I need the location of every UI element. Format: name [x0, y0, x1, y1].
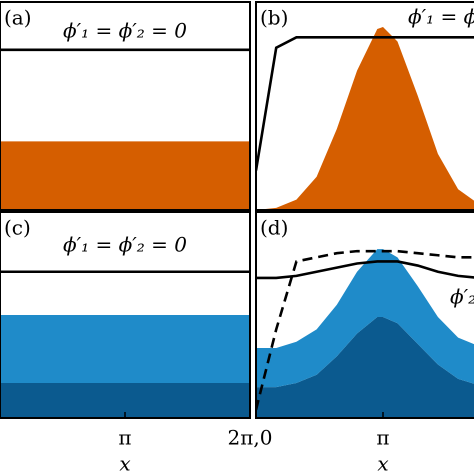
- panel-frame: [0, 211, 251, 419]
- panel-label: (a): [4, 6, 32, 30]
- panel-frame: [255, 1, 474, 211]
- x-tick-label: π: [376, 426, 389, 450]
- x-axis-label: x: [377, 452, 388, 474]
- dashed-line: [256, 249, 474, 411]
- annotation: ϕ′₁ = ϕ′₂ = 0: [63, 19, 187, 43]
- x-tick-label: π: [118, 426, 131, 450]
- plot-area: [0, 48, 250, 210]
- plot-area: [256, 249, 474, 418]
- annotation: ϕ′₂: [450, 285, 474, 309]
- panel-frame: [0, 1, 251, 211]
- area-segment: [0, 382, 250, 418]
- area-segment: [0, 315, 250, 383]
- plot-area: [0, 270, 250, 418]
- panel-frame: [255, 211, 474, 419]
- annotation: ϕ′₁ = ϕ′₂ = 0: [408, 5, 474, 29]
- plot-area: [256, 26, 474, 210]
- panel-label: (d): [260, 216, 288, 240]
- area-segment: [256, 26, 474, 210]
- line: [256, 36, 474, 171]
- annotation: ϕ′₁ = ϕ′₂ = 0: [63, 233, 187, 257]
- panel-label: (c): [4, 216, 31, 240]
- area-segment: [256, 249, 474, 388]
- area-segment: [256, 317, 474, 418]
- x-tick-label: 2π,0: [228, 426, 273, 450]
- panel-label: (b): [260, 6, 288, 30]
- x-axis-label: x: [119, 452, 130, 474]
- line: [256, 260, 474, 280]
- area-segment: [0, 141, 250, 210]
